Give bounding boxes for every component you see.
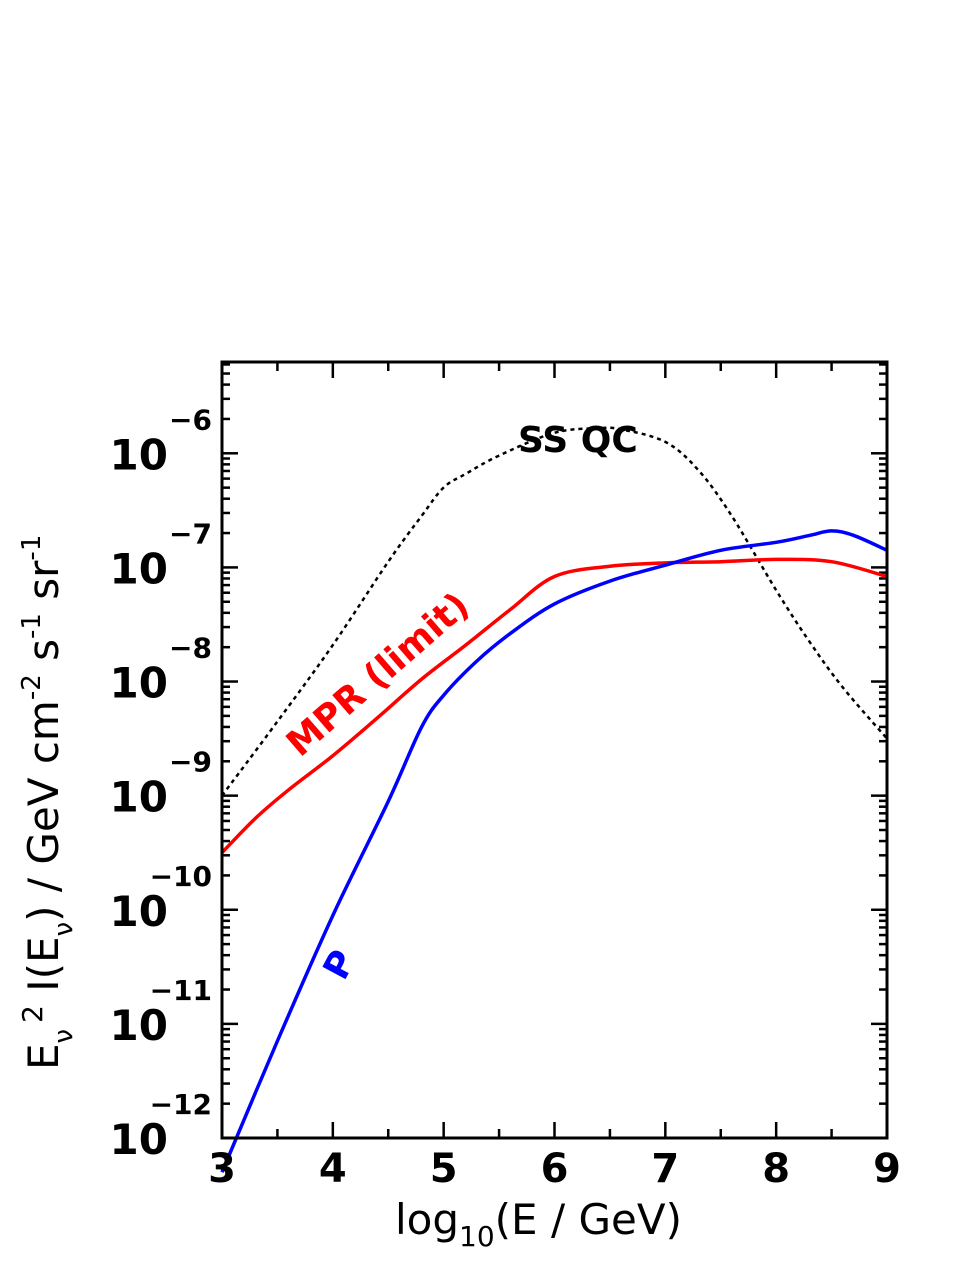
series-line-mpr-limit — [220, 557, 888, 854]
y-tick-label-exponent: −6 — [169, 403, 212, 436]
y-tick-label-base: 10 — [110, 1115, 168, 1164]
x-tick-label: 9 — [873, 1146, 901, 1192]
y-tick-label-base: 10 — [110, 887, 168, 936]
y-tick-label-exponent: −9 — [169, 746, 212, 779]
y-tick-label-base: 10 — [110, 659, 168, 708]
plot-frame — [220, 360, 889, 1140]
x-tick-label: 4 — [319, 1146, 347, 1192]
x-tick-label: 6 — [541, 1146, 569, 1192]
y-tick-label-exponent: −12 — [150, 1088, 212, 1121]
annotation-p: P — [316, 944, 365, 987]
series-line-ss-qc — [220, 426, 888, 797]
y-tick-label-base: 10 — [110, 1001, 168, 1050]
y-tick-label-exponent: −11 — [150, 974, 212, 1007]
series-line-p — [220, 529, 888, 1173]
y-tick-label-base: 10 — [110, 430, 168, 479]
x-tick-label: 7 — [651, 1146, 679, 1192]
y-tick-label-exponent: −8 — [169, 632, 212, 665]
annotation-ss-qc: SS QC — [518, 420, 638, 461]
annotation-mpr-limit: MPR (limit) — [279, 585, 477, 765]
x-tick-label: 3 — [208, 1146, 236, 1192]
x-axis-label: log10(E / GeV) — [395, 1195, 682, 1253]
y-tick-label-exponent: −10 — [150, 860, 212, 893]
y-tick-label-base: 10 — [110, 773, 168, 822]
x-tick-label: 5 — [430, 1146, 458, 1192]
y-tick-label-exponent: −7 — [169, 517, 212, 550]
series-lines — [220, 426, 888, 1173]
y-axis-label: Eν2 I(Eν) / GeV cm-2 s-1 sr-1 — [16, 535, 79, 1070]
x-tick-label: 8 — [762, 1146, 790, 1192]
y-tick-label-base: 10 — [110, 544, 168, 593]
x-tick-labels: 3 4 5 6 7 8 9 — [208, 1146, 901, 1192]
